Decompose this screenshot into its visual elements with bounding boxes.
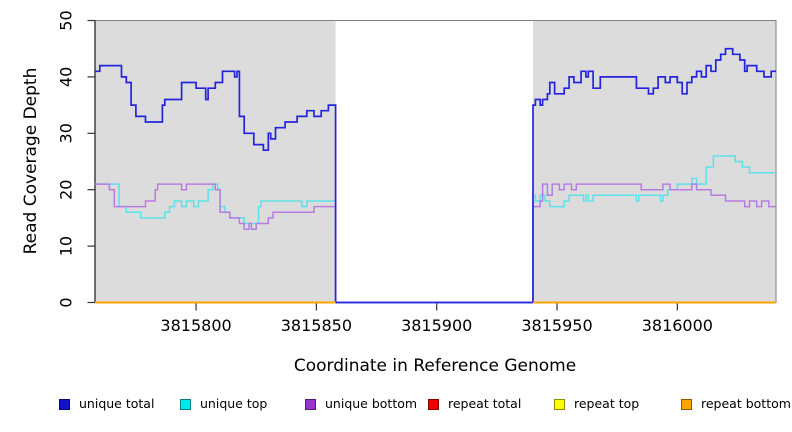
x-tick-label: 3815950 xyxy=(521,316,592,335)
legend-item-repeat-total: repeat total xyxy=(428,397,521,411)
legend-label: unique top xyxy=(200,396,268,411)
legend-swatch-unique-total xyxy=(59,398,70,410)
legend-label: unique bottom xyxy=(325,396,418,411)
legend-label: repeat total xyxy=(448,396,522,411)
legend-item-unique-bottom: unique bottom xyxy=(305,397,417,411)
legend-swatch-unique-bottom xyxy=(305,398,316,410)
legend-swatch-repeat-bottom xyxy=(681,398,692,410)
legend-item-unique-top: unique top xyxy=(180,397,267,411)
y-tick-label: 40 xyxy=(57,67,76,87)
legend-item-unique-total: unique total xyxy=(59,397,154,411)
legend-item-repeat-top: repeat top xyxy=(554,397,639,411)
series-unique-total xyxy=(95,47,776,304)
y-tick-label: 30 xyxy=(57,123,76,143)
legend-swatch-unique-top xyxy=(180,398,191,410)
x-tick-label: 3816000 xyxy=(642,316,713,335)
y-tick-label: 20 xyxy=(57,180,76,200)
series-unique-bottom xyxy=(95,183,776,304)
x-tick-label: 3815800 xyxy=(160,316,231,335)
legend-label: repeat top xyxy=(574,396,640,411)
legend-item-repeat-bottom: repeat bottom xyxy=(681,397,791,411)
x-tick-label: 3815850 xyxy=(281,316,352,335)
legend-swatch-repeat-total xyxy=(428,398,439,410)
y-tick-label: 50 xyxy=(57,10,76,30)
legend-swatch-repeat-top xyxy=(554,398,565,410)
legend-label: repeat bottom xyxy=(701,396,791,411)
x-axis-title: Coordinate in Reference Genome xyxy=(293,356,577,376)
y-tick-label: 10 xyxy=(57,236,76,256)
y-axis-title: Read Coverage Depth xyxy=(21,67,41,255)
x-tick-label: 3815900 xyxy=(401,316,472,335)
covered-region-background xyxy=(95,20,336,303)
y-tick-label: 0 xyxy=(57,297,76,307)
series-unique-top xyxy=(95,155,776,304)
plot-area: 0 10 20 30 40 50 3815800 3815850 3815900 3815950 3… xyxy=(57,10,777,335)
legend-label: unique total xyxy=(79,396,155,411)
